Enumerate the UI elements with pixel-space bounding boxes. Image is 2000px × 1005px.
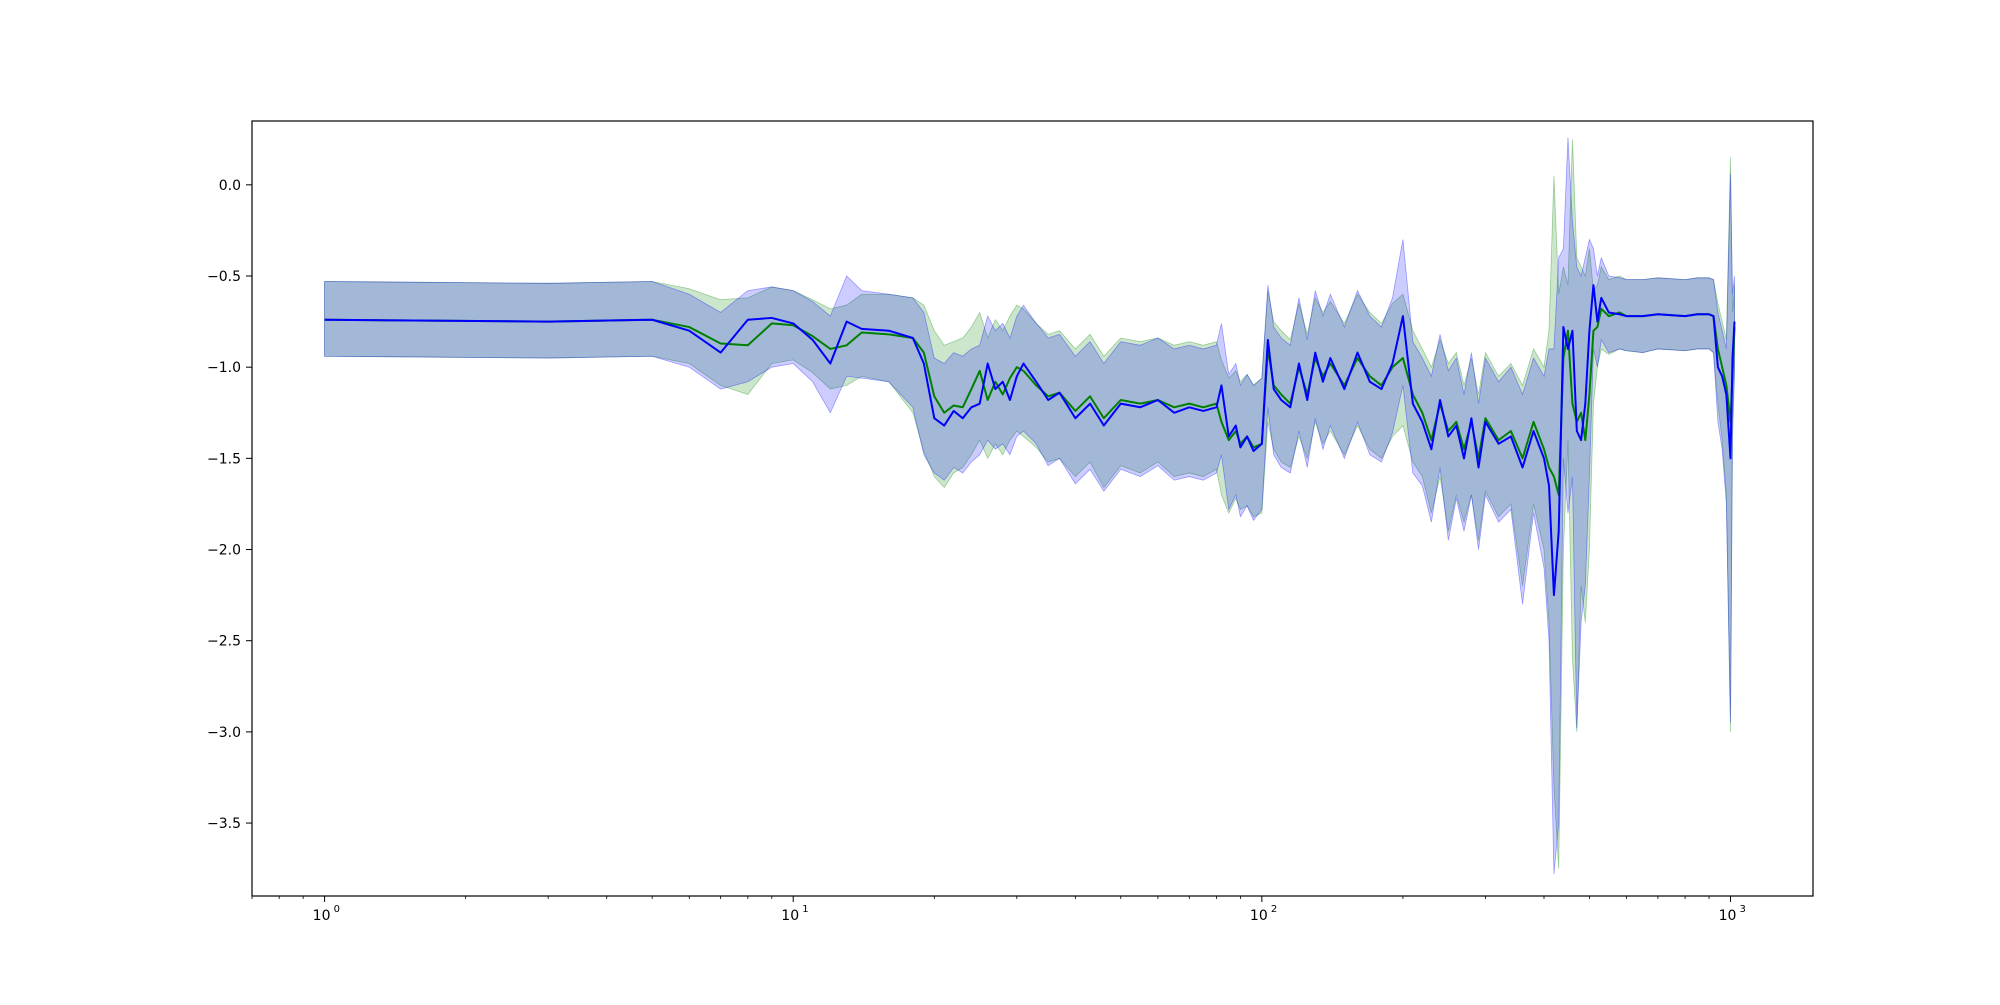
x-tick-label-0: 10 [313, 908, 331, 924]
series-1-band [324, 139, 1735, 869]
y-axis: 0.0 −0.5 −1.0 −1.5 −2.0 −2.5 −3.0 −3.5 [207, 178, 252, 832]
x-tick-exponent-3: 3 [1739, 904, 1745, 915]
x-tick-label-3: 10 [1719, 908, 1737, 924]
x-tick-label-1: 10 [781, 908, 799, 924]
plot-area-frame [251, 120, 1814, 897]
y-tick-label-4: −2.0 [207, 543, 241, 559]
y-tick-label-7: −3.5 [207, 816, 241, 832]
confidence-bands [324, 137, 1735, 875]
x-axis: 10 0 10 1 10 2 10 3 [251, 896, 1746, 924]
y-tick-label-0: 0.0 [219, 178, 241, 194]
y-tick-label-3: −1.5 [207, 451, 241, 467]
y-tick-label-2: −1.0 [207, 360, 241, 376]
x-tick-exponent-2: 2 [1271, 904, 1277, 915]
y-tick-label-5: −2.5 [207, 634, 241, 650]
x-tick-label-2: 10 [1250, 908, 1268, 924]
series-lines [324, 284, 1736, 597]
series-2-band [324, 137, 1735, 875]
series-2-line [324, 284, 1736, 597]
y-tick-label-1: −0.5 [207, 269, 241, 285]
x-tick-exponent-1: 1 [802, 904, 808, 915]
x-tick-exponent-0: 0 [334, 904, 340, 915]
y-tick-label-6: −3.0 [207, 725, 241, 741]
